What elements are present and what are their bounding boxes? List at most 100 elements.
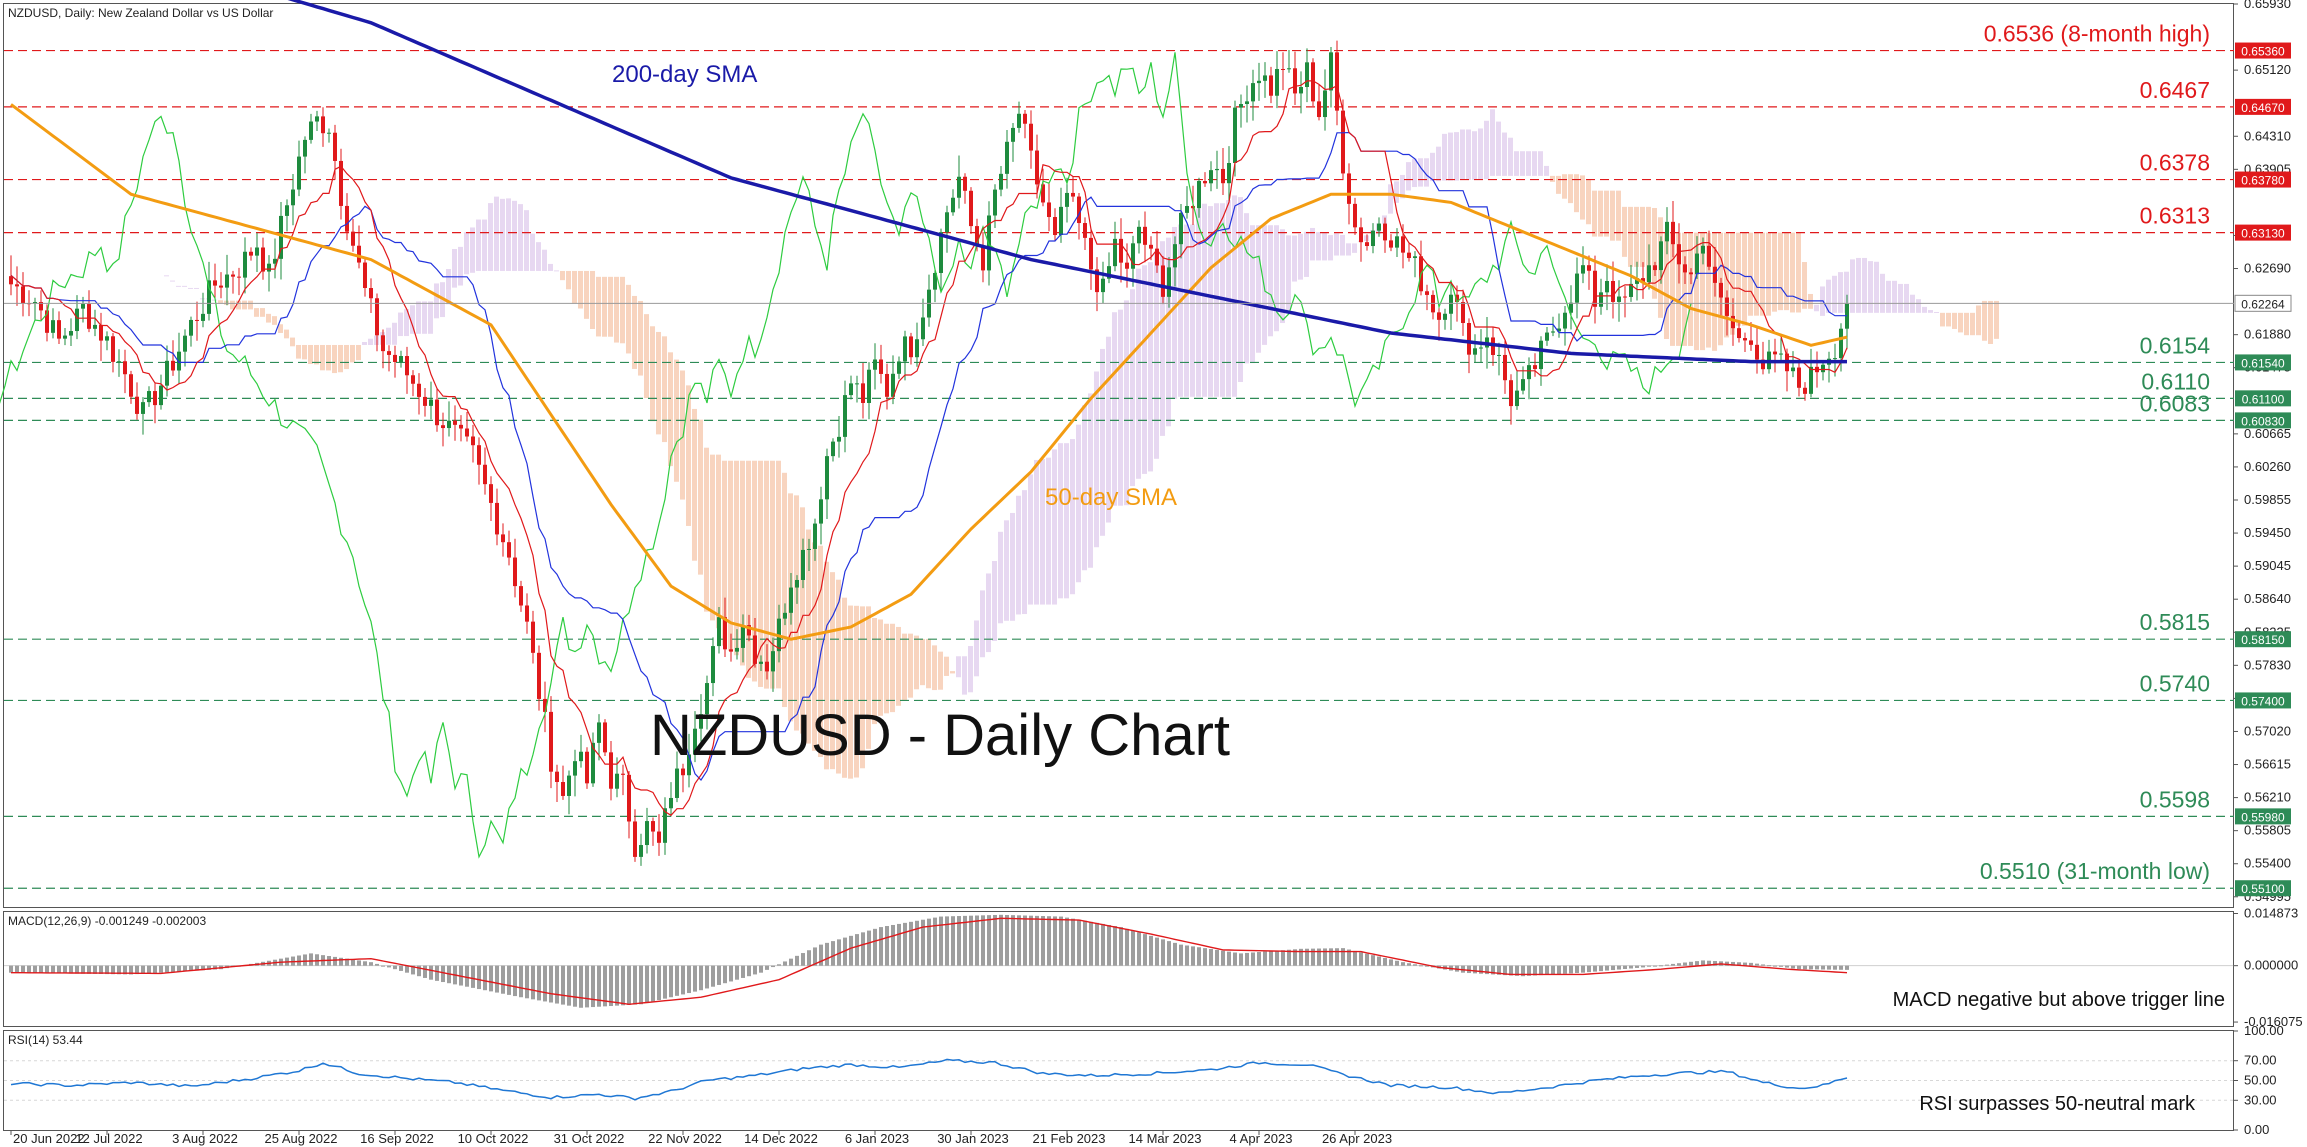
macd-bar <box>387 965 391 968</box>
cloud-band <box>1172 226 1177 399</box>
macd-bar <box>1617 965 1621 970</box>
macd-bar <box>1395 960 1399 966</box>
candle-body <box>1641 278 1645 283</box>
macd-bar <box>1785 965 1789 968</box>
price-tick-label: 0.62690 <box>2244 261 2291 276</box>
kijun-sen-line <box>10 131 1847 781</box>
cloud-band <box>1754 232 1759 316</box>
candle-body <box>495 502 499 535</box>
cloud-band <box>1664 232 1669 340</box>
macd-bar <box>1389 959 1393 966</box>
cloud-band <box>1640 206 1645 267</box>
candle-body <box>1449 294 1453 314</box>
macd-bar <box>741 965 745 978</box>
cloud-band <box>608 276 613 337</box>
candle-body <box>1005 141 1009 174</box>
candle-body <box>1695 253 1699 275</box>
candle-body <box>1293 68 1297 94</box>
candle-body <box>123 361 127 375</box>
candle-body <box>573 761 577 776</box>
candle-body <box>549 711 553 772</box>
cloud-band <box>848 605 853 779</box>
macd-bar <box>579 965 583 1008</box>
macd-bar <box>1035 915 1039 966</box>
cloud-band <box>1130 289 1135 487</box>
candle-body <box>51 320 55 333</box>
cloud-band <box>1184 224 1189 397</box>
cloud-band <box>1502 132 1507 176</box>
macd-bar <box>1683 962 1687 966</box>
cloud-band <box>1760 232 1765 316</box>
candle-body <box>321 116 325 134</box>
candle-body <box>1137 226 1141 244</box>
candle-body <box>1755 344 1759 360</box>
candle-body <box>237 276 241 278</box>
candle-body <box>1569 302 1573 313</box>
macd-bar <box>1215 949 1219 966</box>
cloud-band <box>434 283 439 319</box>
macd-bar <box>333 956 337 966</box>
cloud-band <box>1832 275 1837 313</box>
macd-bar <box>1725 961 1729 966</box>
cloud-band <box>836 579 841 774</box>
chikou-span-line <box>0 52 1692 859</box>
candle-body <box>705 683 709 715</box>
cloud-band <box>938 651 943 690</box>
cloud-band <box>1028 474 1033 605</box>
candle-body <box>1245 101 1249 105</box>
cloud-band <box>1136 268 1141 479</box>
macd-bar <box>603 965 607 1007</box>
macd-bar <box>1587 965 1591 973</box>
candle-body <box>1725 297 1729 316</box>
candle-body <box>1377 223 1381 231</box>
candle-body <box>1677 244 1681 265</box>
macd-bar <box>435 965 439 981</box>
cloud-band <box>1826 279 1831 313</box>
macd-bar <box>1833 965 1837 970</box>
macd-bar <box>1341 948 1345 966</box>
time-tick-label: 14 Dec 2022 <box>744 1131 818 1146</box>
macd-bar <box>1353 950 1357 966</box>
candle-body <box>1731 315 1735 329</box>
macd-bar <box>1521 965 1525 977</box>
cloud-band <box>1442 133 1447 181</box>
candle-body <box>1083 223 1087 238</box>
cloud-band <box>1778 232 1783 311</box>
cloud-band <box>1178 224 1183 397</box>
macd-bar <box>657 965 661 1001</box>
candle-body <box>273 258 277 264</box>
level-axis-tag-text: 0.57400 <box>2241 694 2285 708</box>
macd-bar <box>1761 964 1765 966</box>
candle-body <box>1479 347 1483 349</box>
candle-body <box>375 298 379 336</box>
time-tick-label: 26 Apr 2023 <box>1322 1131 1392 1146</box>
cloud-band <box>596 276 601 337</box>
candle-body <box>1839 328 1843 359</box>
candle-body <box>165 360 169 386</box>
cloud-band <box>470 227 475 273</box>
candle-body <box>783 612 787 619</box>
macd-bar <box>993 914 997 966</box>
price-tick-label: 0.59045 <box>2244 558 2291 573</box>
candle-body <box>1281 68 1285 70</box>
cloud-band <box>866 606 871 749</box>
cloud-band <box>908 633 913 698</box>
cloud-band <box>1556 175 1561 194</box>
macd-bar <box>1323 948 1327 966</box>
candle-body <box>1461 302 1465 323</box>
macd-bar <box>1119 927 1123 966</box>
candle-body <box>249 251 253 256</box>
cloud-band <box>530 233 535 271</box>
macd-bar <box>1113 926 1117 966</box>
current-price-text: 0.62264 <box>2241 297 2285 311</box>
cloud-band <box>1034 459 1039 605</box>
cloud-band <box>164 275 169 277</box>
macd-bar <box>867 930 871 966</box>
candle-body <box>747 625 751 636</box>
price-tick-label: 0.58640 <box>2244 591 2291 606</box>
cloud-band <box>1844 271 1849 313</box>
candle-body <box>117 361 121 363</box>
candle-body <box>1665 221 1669 242</box>
macd-bar <box>1053 916 1057 966</box>
cloud-band <box>1478 128 1483 180</box>
